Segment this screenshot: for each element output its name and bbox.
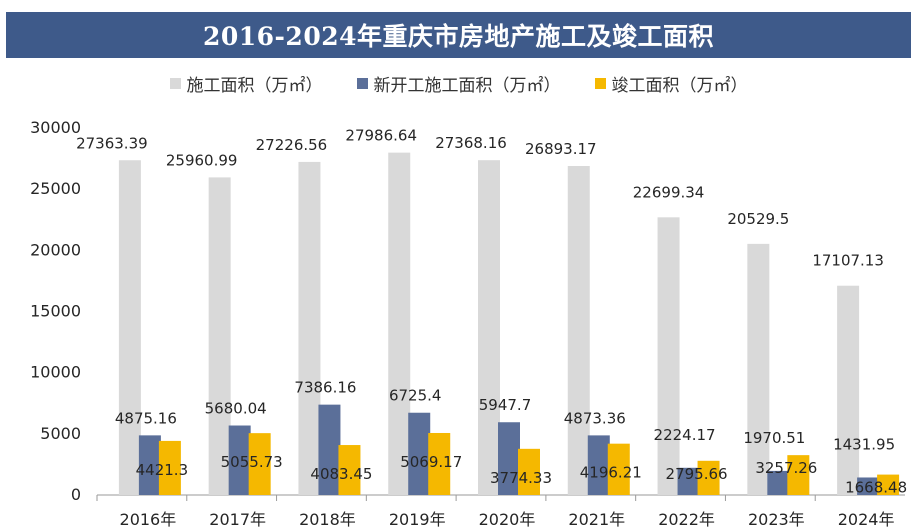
bar-completed bbox=[697, 460, 720, 495]
x-tick-label: 2019年 bbox=[389, 510, 446, 529]
data-label-completed: 4196.21 bbox=[580, 464, 642, 482]
bar-new-construction bbox=[677, 467, 700, 495]
data-label-construction: 25960.99 bbox=[166, 151, 238, 169]
bar-new-construction bbox=[857, 477, 880, 495]
data-label-new-construction: 5680.04 bbox=[205, 400, 267, 418]
data-label-completed: 4083.45 bbox=[310, 465, 372, 483]
bar-construction bbox=[567, 166, 590, 495]
bar-new-construction bbox=[318, 404, 341, 495]
data-label-completed: 3774.33 bbox=[490, 469, 552, 487]
bar-completed bbox=[607, 443, 630, 495]
bar-new-construction bbox=[138, 435, 161, 495]
data-label-new-construction: 2224.17 bbox=[654, 426, 716, 444]
bar-new-construction bbox=[498, 422, 520, 495]
data-label-construction: 22699.34 bbox=[633, 183, 705, 201]
bar-completed bbox=[428, 432, 451, 495]
legend-label-completed: 竣工面积（万㎡） bbox=[611, 75, 748, 96]
bar-construction bbox=[298, 161, 321, 496]
legend-item-construction: 施工面积（万㎡） bbox=[169, 71, 323, 96]
legend-item-new-construction: 新开工施工面积（万㎡） bbox=[356, 71, 561, 96]
bar-completed bbox=[787, 455, 810, 495]
bar-new-construction bbox=[587, 435, 610, 495]
data-label-completed: 2795.66 bbox=[666, 465, 728, 483]
data-label-new-construction: 5947.7 bbox=[479, 396, 532, 414]
y-tick-label: 10000 bbox=[30, 363, 81, 382]
x-tick-label: 2018年 bbox=[299, 510, 356, 529]
bar-new-construction bbox=[767, 470, 790, 495]
x-tick-label: 2022年 bbox=[658, 510, 715, 529]
bar-completed bbox=[338, 445, 361, 495]
data-label-new-construction: 4873.36 bbox=[564, 409, 626, 427]
bar-construction bbox=[657, 217, 680, 495]
x-tick-label: 2023年 bbox=[748, 510, 805, 529]
data-label-new-construction: 1431.95 bbox=[833, 435, 895, 453]
data-label-completed: 1668.48 bbox=[845, 479, 907, 497]
data-label-construction: 27368.16 bbox=[435, 134, 507, 152]
data-label-construction: 27363.39 bbox=[76, 134, 148, 152]
data-label-completed: 4421.3 bbox=[136, 461, 189, 479]
legend-swatch-construction bbox=[169, 77, 181, 89]
bar-completed bbox=[248, 433, 271, 495]
bar-construction bbox=[388, 152, 411, 495]
y-tick-label: 15000 bbox=[30, 302, 81, 321]
data-label-construction: 17107.13 bbox=[812, 252, 884, 270]
data-label-construction: 20529.5 bbox=[727, 210, 789, 228]
data-label-construction: 26893.17 bbox=[525, 140, 597, 158]
y-tick-label: 5000 bbox=[40, 424, 81, 443]
x-tick-label: 2017年 bbox=[209, 510, 266, 529]
bar-new-construction bbox=[228, 425, 251, 495]
y-tick-label: 30000 bbox=[30, 118, 81, 137]
data-label-construction: 27226.56 bbox=[256, 136, 328, 154]
data-label-new-construction: 1970.51 bbox=[743, 429, 805, 447]
legend-label-new-construction: 新开工施工面积（万㎡） bbox=[373, 75, 561, 96]
x-tick-label: 2016年 bbox=[120, 510, 177, 529]
chart-title: 2016-2024年重庆市房地产施工及竣工面积 bbox=[6, 12, 911, 58]
bar-construction bbox=[747, 243, 770, 495]
x-tick-label: 2021年 bbox=[568, 510, 625, 529]
bar-construction bbox=[118, 160, 141, 496]
bar-completed bbox=[158, 440, 181, 495]
y-tick-label: 0 bbox=[71, 485, 81, 504]
data-label-completed: 5055.73 bbox=[221, 453, 283, 471]
data-label-new-construction: 4875.16 bbox=[115, 409, 177, 427]
legend-swatch-completed bbox=[594, 77, 606, 89]
data-label-construction: 27986.64 bbox=[345, 127, 417, 145]
legend-label-construction: 施工面积（万㎡） bbox=[186, 75, 323, 96]
bar-completed bbox=[518, 448, 540, 495]
data-label-new-construction: 6725.4 bbox=[389, 387, 442, 405]
data-label-completed: 5069.17 bbox=[400, 453, 462, 471]
bar-completed bbox=[877, 474, 900, 495]
bar-construction bbox=[837, 285, 860, 495]
chart-legend: 施工面积（万㎡） 新开工施工面积（万㎡） 竣工面积（万㎡） bbox=[0, 70, 917, 96]
bar-new-construction bbox=[408, 412, 431, 495]
data-label-new-construction: 7386.16 bbox=[294, 379, 356, 397]
legend-item-completed: 竣工面积（万㎡） bbox=[594, 71, 748, 96]
bar-construction bbox=[208, 177, 231, 495]
bar-construction bbox=[478, 160, 500, 496]
x-tick-label: 2020年 bbox=[479, 510, 536, 529]
data-label-completed: 3257.26 bbox=[755, 459, 817, 477]
legend-swatch-new-construction bbox=[356, 77, 368, 89]
y-tick-label: 20000 bbox=[30, 240, 81, 259]
x-tick-label: 2024年 bbox=[838, 510, 895, 529]
y-tick-label: 25000 bbox=[30, 179, 81, 198]
